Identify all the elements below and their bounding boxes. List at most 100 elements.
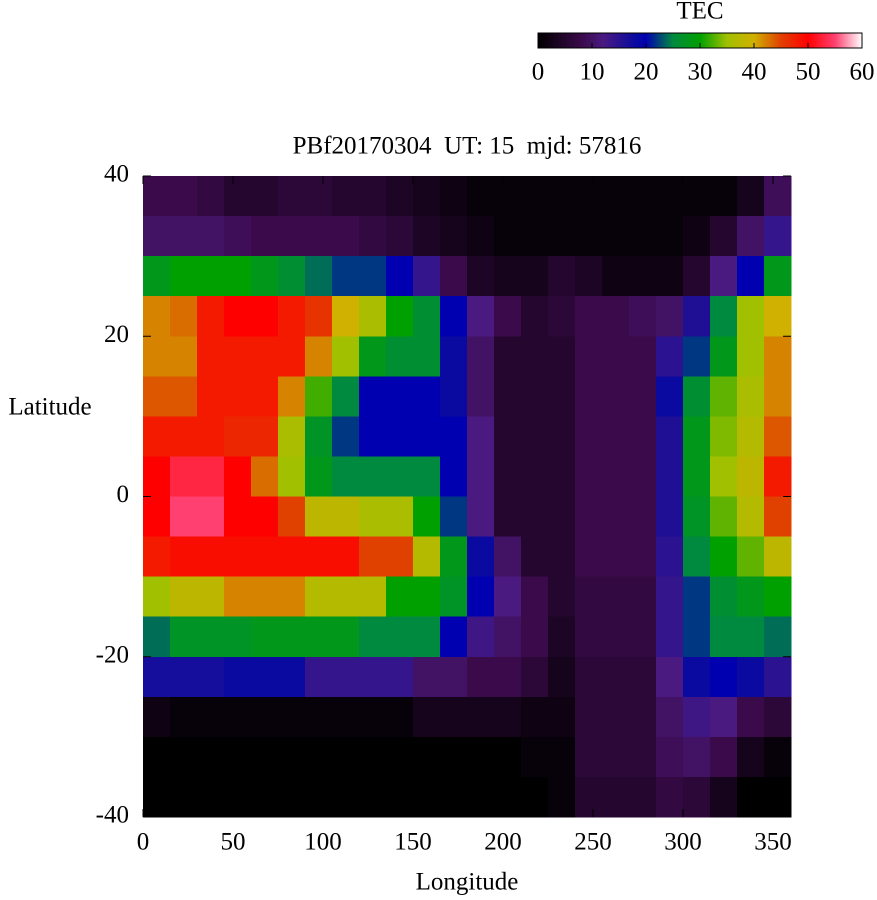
colorbar-swatch [718,33,720,48]
heatmap-cell [332,776,360,818]
colorbar-swatch [756,33,758,48]
heatmap-cell [278,336,306,377]
heatmap-cell [413,256,441,297]
heatmap-cell [737,696,765,738]
heatmap-cell [251,216,279,257]
heatmap-cell [710,376,738,417]
heatmap-cell [683,576,711,618]
heatmap-cell [467,496,495,538]
heatmap-cell [143,296,171,337]
heatmap-cell [359,696,387,738]
heatmap-cell [467,176,495,217]
heatmap-cell [251,776,279,818]
heatmap-cell [305,376,333,417]
heatmap-cell [413,696,441,738]
colorbar-swatch [623,33,625,48]
colorbar-swatch [569,33,571,48]
colorbar-swatch [597,33,599,48]
colorbar-swatch [766,33,768,48]
heatmap-cell [710,456,738,498]
heatmap-cell [413,536,441,578]
heatmap-cell [359,216,387,257]
heatmap-cell [683,456,711,498]
colorbar-swatch [753,33,755,48]
colorbar-swatch [689,33,691,48]
colorbar-swatch [832,33,834,48]
colorbar-swatch [782,33,784,48]
y-tick-label: 20 [104,321,129,348]
heatmap-cell [656,536,684,578]
heatmap-cell [737,496,765,538]
colorbar-swatch [783,33,785,48]
colorbar-swatch [560,33,562,48]
heatmap-cell [764,376,792,417]
colorbar-swatch [856,33,858,48]
colorbar-swatch [601,33,603,48]
colorbar-swatch [845,33,847,48]
heatmap-cell [548,656,576,698]
colorbar-tick-label: 0 [532,59,545,86]
colorbar-swatch [741,33,743,48]
heatmap-cell [575,736,603,778]
heatmap-cell [656,456,684,498]
colorbar-swatch [551,33,553,48]
heatmap-cell [602,296,630,337]
colorbar-swatch [634,33,636,48]
colorbar-swatch [825,33,827,48]
heatmap-cell [467,616,495,658]
heatmap-cell [710,336,738,377]
colorbar-swatch [660,33,662,48]
heatmap-cell [575,576,603,618]
heatmap-cell [494,456,522,498]
colorbar-swatch [629,33,631,48]
heatmap-cell [629,656,657,698]
heatmap-cell [494,296,522,337]
heatmap-cell [386,616,414,658]
colorbar-swatch [855,33,857,48]
colorbar-swatch [691,33,693,48]
heatmap-cell [440,176,468,217]
heatmap-cell [629,416,657,458]
colorbar-swatch [686,33,688,48]
colorbar-swatch [767,33,769,48]
colorbar-swatch [791,33,793,48]
heatmap-cell [440,656,468,698]
colorbar-swatch [662,33,664,48]
colorbar-swatch [797,33,799,48]
colorbar-swatch [596,33,598,48]
heatmap-cell [143,496,171,538]
colorbar-swatch [541,33,543,48]
x-tick-label: 150 [394,829,432,856]
heatmap-cell [494,736,522,778]
colorbar-swatch [702,33,704,48]
colorbar-tick-label: 40 [742,59,767,86]
heatmap-cell [737,736,765,778]
heatmap-cell [305,696,333,738]
heatmap-cell [629,736,657,778]
heatmap-cell [224,416,252,458]
colorbar-swatch [642,33,644,48]
heatmap-cell [764,256,792,297]
heatmap-cell [710,576,738,618]
heatmap-cell [413,376,441,417]
heatmap-cell [278,256,306,297]
heatmap-cell [332,296,360,337]
colorbar-swatch [637,33,639,48]
heatmap-cell [305,176,333,217]
colorbar-swatch [594,33,596,48]
colorbar-swatch [798,33,800,48]
heatmap-cell [494,496,522,538]
colorbar-swatch [548,33,550,48]
heatmap-cell [710,216,738,257]
heatmap-cell [521,416,549,458]
colorbar-swatch [558,33,560,48]
colorbar-swatch [542,33,544,48]
heatmap-cell [548,616,576,658]
heatmap-cell [737,336,765,377]
colorbar-swatch [720,33,722,48]
heatmap-cell [602,696,630,738]
heatmap-cell [170,176,198,217]
heatmap-cell [494,616,522,658]
heatmap-cell [359,176,387,217]
heatmap-cell [332,376,360,417]
